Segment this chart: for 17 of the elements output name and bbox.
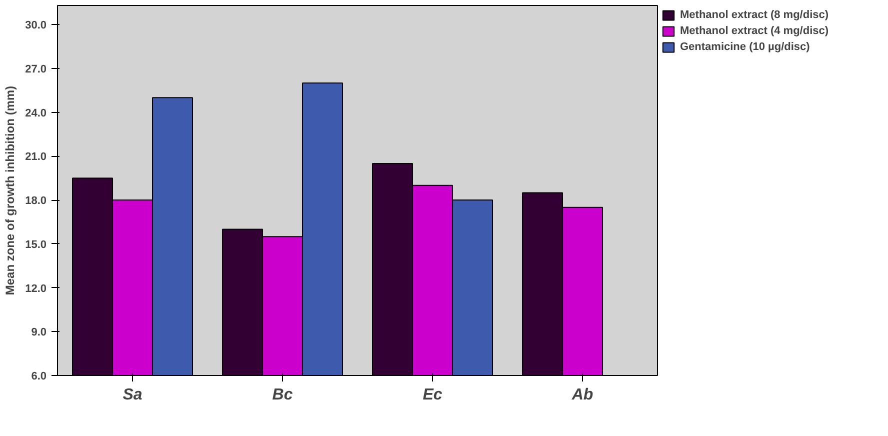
y-tick-label: 27.0 xyxy=(25,63,47,76)
y-tick-label: 9.0 xyxy=(31,326,47,339)
x-tick-label: Sa xyxy=(122,386,142,404)
legend-label: Methanol extract (4 mg/disc) xyxy=(680,25,829,37)
x-tick-label: Ab xyxy=(570,386,594,404)
legend-label: Methanol extract (8 mg/disc) xyxy=(680,9,829,21)
legend-label: Gentamicine (10 µg/disc) xyxy=(680,41,810,53)
y-tick-label: 12.0 xyxy=(25,282,47,295)
y-axis-title: Mean zone of growth inhibition (mm) xyxy=(3,86,18,296)
y-tick-label: 6.0 xyxy=(31,370,47,382)
y-tick-label: 18.0 xyxy=(25,195,47,208)
x-tick-label: Bc xyxy=(272,386,293,404)
x-tick-label: Ec xyxy=(422,386,442,404)
y-tick-label: 21.0 xyxy=(25,151,47,164)
y-tick-label: 24.0 xyxy=(25,107,47,120)
y-tick-label: 30.0 xyxy=(25,20,47,32)
y-tick-label: 15.0 xyxy=(25,238,47,251)
